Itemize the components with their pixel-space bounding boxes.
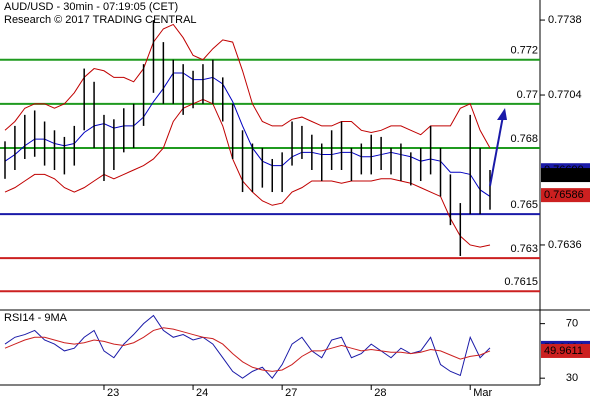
x-tick-label: 24 — [196, 387, 208, 399]
level-label: 0.7615 — [504, 276, 538, 288]
level-label: 0.768 — [510, 133, 538, 145]
forecast-arrowhead — [497, 108, 507, 120]
value-tag — [541, 343, 590, 358]
price-tag — [541, 168, 590, 183]
level-label: 0.763 — [510, 243, 538, 255]
x-tick-label: 23 — [107, 387, 119, 399]
price-tag-label: 0.76586 — [544, 189, 584, 201]
y-tick-label: 30 — [566, 372, 578, 384]
band-line — [4, 23, 491, 149]
band-line — [4, 98, 491, 248]
plot: 0.7636 0.7704 0.7738 0.772 0.77 0.768 0.765 0.7… — [0, 14, 590, 399]
rsi-line — [4, 327, 491, 372]
forecast-arrow — [489, 115, 504, 187]
chart-title: AUD/USD - 30min - 07:19:05 (CET) — [4, 1, 178, 13]
x-tick-label: Mar — [473, 387, 492, 399]
rsi-title: RSI14 - 9MA — [4, 312, 68, 324]
level-label: 0.772 — [510, 45, 538, 57]
x-tick-label: 28 — [374, 387, 386, 399]
y-tick-label: 0.7636 — [548, 239, 582, 251]
value-tag-label: 49.9611 — [544, 345, 583, 357]
price-tag — [541, 188, 590, 203]
y-tick-label: 0.7738 — [548, 14, 582, 26]
band-line — [4, 72, 491, 197]
level-label: 0.765 — [510, 199, 538, 211]
price-tag-label: 0.76677 — [544, 169, 584, 181]
y-tick-label: 0.7704 — [548, 89, 582, 101]
x-tick-label: 27 — [285, 387, 297, 399]
chart-subtitle: Research © 2017 TRADING CENTRAL — [4, 14, 197, 26]
level-label: 0.77 — [517, 89, 538, 101]
rsi-line — [4, 314, 491, 379]
y-tick-label: 70 — [566, 318, 578, 330]
